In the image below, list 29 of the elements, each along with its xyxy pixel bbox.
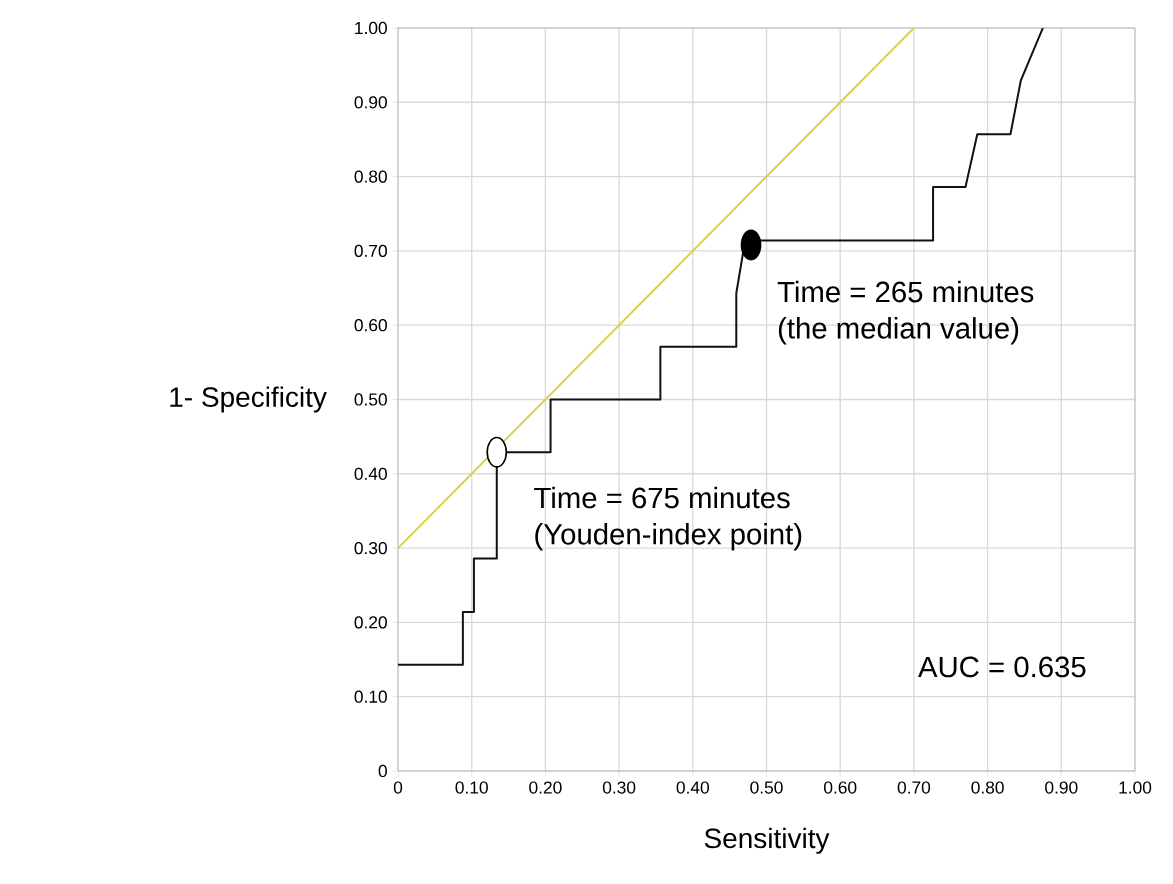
x-tick-label: 0.50 xyxy=(750,781,783,794)
x-tick-label: 0.10 xyxy=(455,781,488,794)
y-axis-title: 1- Specificity xyxy=(170,386,327,413)
annotation: (the median value) xyxy=(778,317,1019,345)
x-tick-label: 0 xyxy=(393,781,403,794)
annotation: AUC = 0.635 xyxy=(918,656,1086,678)
y-tick-label: 0.60 xyxy=(354,319,387,332)
y-tick-label: 1.00 xyxy=(355,21,387,35)
x-tick-label: 0.60 xyxy=(824,781,857,794)
x-axis-title: Sensitivity xyxy=(704,827,830,854)
y-tick-label: 0 xyxy=(378,764,387,778)
x-tick-label: 1.00 xyxy=(1119,781,1152,794)
x-tick-label: 0.90 xyxy=(1045,781,1078,794)
x-tick-label: 0.70 xyxy=(897,781,931,794)
x-tick-label: 0.80 xyxy=(971,781,1004,794)
y-tick-label: 0.10 xyxy=(354,690,387,703)
y-tick-label: 0.20 xyxy=(354,616,387,629)
y-tick-label: 0.50 xyxy=(354,393,387,406)
x-tick-label: 0.30 xyxy=(602,781,636,794)
y-tick-label: 0.40 xyxy=(354,467,387,480)
y-tick-label: 0.80 xyxy=(354,170,387,183)
y-tick-label: 0.90 xyxy=(354,96,387,109)
annotation: Time = 265 minutes xyxy=(777,280,1034,303)
y-tick-label: 0.70 xyxy=(354,244,387,258)
x-tick-label: 0.20 xyxy=(529,781,562,794)
y-tick-label: 0.30 xyxy=(354,541,387,555)
x-tick-label: 0.40 xyxy=(676,781,709,794)
annotation: (Youden-index point) xyxy=(535,523,802,551)
annotation: Time = 675 minutes xyxy=(534,486,790,509)
